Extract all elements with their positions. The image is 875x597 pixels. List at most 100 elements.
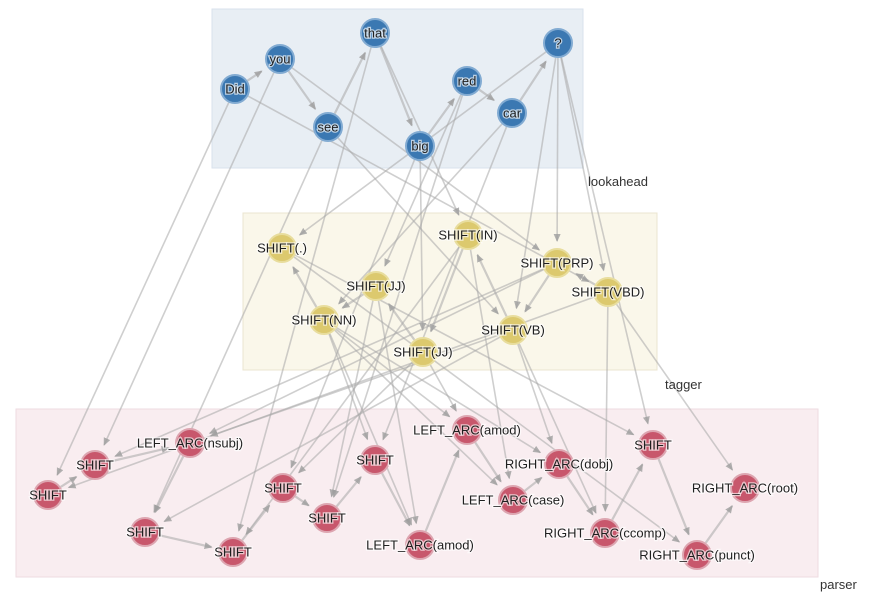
edge-p_s2-p_nsubj — [109, 446, 170, 463]
node-label-t_dot: SHIFT(.) — [257, 241, 307, 256]
node-label-car: car — [503, 106, 522, 121]
node-p_amod_b — [452, 415, 482, 445]
edge-car-qmark — [519, 60, 547, 102]
node-t_vbd — [593, 277, 623, 307]
edge-t_vb-t_in — [476, 253, 508, 317]
node-t_in — [453, 220, 483, 250]
node-p_dobj — [544, 449, 574, 479]
node-label-p_root: RIGHT_ARC(root) — [692, 481, 798, 496]
node-label-big: big — [411, 139, 428, 154]
edge-that-p_s4 — [237, 47, 372, 532]
edge-t_nn-p_amod_a — [329, 333, 413, 526]
edge-p_amod_b-p_case — [474, 441, 502, 483]
edge-you-see — [287, 70, 317, 110]
node-t_dot — [267, 233, 297, 263]
node-label-did: Did — [225, 82, 245, 97]
node-did — [220, 74, 250, 104]
node-p_amod_a — [405, 530, 435, 560]
node-p_s8 — [638, 430, 668, 460]
node-p_s6 — [312, 503, 342, 533]
edge-t_nn-p_dobj — [336, 327, 542, 454]
node-label-p_dobj: RIGHT_ARC(dobj) — [505, 457, 613, 472]
edge-qmark-t_vb — [514, 57, 557, 310]
node-t_vb — [498, 315, 528, 345]
edge-p_s6-p_s7 — [335, 476, 362, 508]
edge-red-car — [478, 88, 495, 102]
edge-t_nn-p_amod_b — [335, 328, 451, 418]
edge-t_dot-p_punct — [293, 256, 681, 543]
edge-t_prp-t_vb — [524, 274, 550, 313]
node-label-t_vb: SHIFT(VB) — [481, 323, 545, 338]
edge-p_amod_a-p_amod_b — [424, 449, 460, 532]
node-label-p_amod_b: LEFT_ARC(amod) — [413, 423, 521, 438]
node-label-that: that — [364, 26, 386, 41]
edge-t_vbd-p_root — [615, 303, 734, 471]
node-label-p_s5: SHIFT — [264, 481, 302, 496]
node-p_s1 — [33, 480, 63, 510]
edge-red-t_jj_red — [384, 94, 462, 267]
node-label-red: red — [458, 74, 477, 89]
node-p_s2 — [80, 450, 110, 480]
node-label-p_s7: SHIFT — [356, 453, 394, 468]
node-label-t_nn: SHIFT(NN) — [292, 313, 357, 328]
edge-t_nn-p_case — [334, 329, 498, 486]
node-you — [265, 44, 295, 74]
region-label-tagger: tagger — [665, 377, 702, 392]
node-p_s5 — [268, 473, 298, 503]
node-p_s4 — [218, 537, 248, 567]
node-label-p_punct: RIGHT_ARC(punct) — [639, 548, 755, 563]
node-t_prp — [542, 248, 572, 278]
edge-big-t_jj_big — [419, 160, 427, 332]
node-label-t_in: SHIFT(IN) — [438, 228, 497, 243]
node-label-p_case: LEFT_ARC(case) — [462, 493, 565, 508]
node-p_case — [498, 485, 528, 515]
edge-p_dobj-p_ccomp — [566, 475, 594, 516]
node-see — [313, 112, 343, 142]
node-label-t_jj_red: SHIFT(JJ) — [346, 279, 405, 294]
node-label-t_vbd: SHIFT(VBD) — [572, 285, 645, 300]
node-label-t_prp: SHIFT(PRP) — [521, 256, 594, 271]
node-big — [405, 131, 435, 161]
edge-t_in-t_jj_big — [429, 248, 464, 333]
edge-t_prp-p_s2 — [114, 268, 544, 457]
region-label-lookahead: lookahead — [588, 174, 648, 189]
node-p_punct — [682, 540, 712, 570]
edge-see-t_vb — [337, 137, 499, 315]
node-car — [497, 98, 527, 128]
edge-t_dot-p_s8 — [294, 254, 635, 436]
node-label-qmark: ? — [554, 36, 561, 51]
region-label-parser: parser — [820, 577, 857, 592]
edge-p_case-p_dobj — [524, 476, 543, 492]
node-label-p_amod_a: LEFT_ARC(amod) — [366, 538, 474, 553]
node-p_s3 — [130, 517, 160, 547]
edge-qmark-t_vbd — [560, 57, 606, 272]
edge-qmark-t_prp — [553, 57, 561, 243]
node-label-see: see — [318, 120, 339, 135]
edge-red-p_s6 — [332, 95, 464, 499]
edge-t_in-p_case — [469, 249, 512, 480]
node-p_ccomp — [590, 518, 620, 548]
edge-p_punct-p_root — [704, 505, 734, 544]
node-label-you: you — [270, 52, 291, 67]
node-label-p_nsubj: LEFT_ARC(nsubj) — [137, 436, 243, 451]
node-p_s7 — [360, 445, 390, 475]
node-t_jj_big — [408, 337, 438, 367]
edge-t_vb-p_ccomp — [518, 343, 597, 514]
edge-qmark-p_s8 — [560, 57, 650, 425]
edge-big-p_s5 — [290, 159, 416, 469]
edge-did-p_s1 — [56, 102, 230, 476]
edge-car-t_nn — [338, 123, 503, 305]
node-red — [452, 66, 482, 96]
edge-t_nn-p_s7 — [328, 333, 369, 441]
edge-that-big — [379, 46, 413, 127]
node-label-p_s4: SHIFT — [214, 545, 252, 560]
edge-t_jj_red-p_amod_a — [377, 300, 419, 525]
edge-t_jj_big-p_amod_b — [429, 364, 457, 412]
node-label-p_s3: SHIFT — [126, 525, 164, 540]
node-label-p_s8: SHIFT — [634, 438, 672, 453]
edge-p_ccomp-p_s8 — [611, 463, 644, 521]
edge-p_s3-p_s4 — [159, 534, 213, 549]
edge-t_vb-p_nsubj — [209, 334, 500, 437]
edge-p_s8-p_punct — [657, 458, 690, 536]
